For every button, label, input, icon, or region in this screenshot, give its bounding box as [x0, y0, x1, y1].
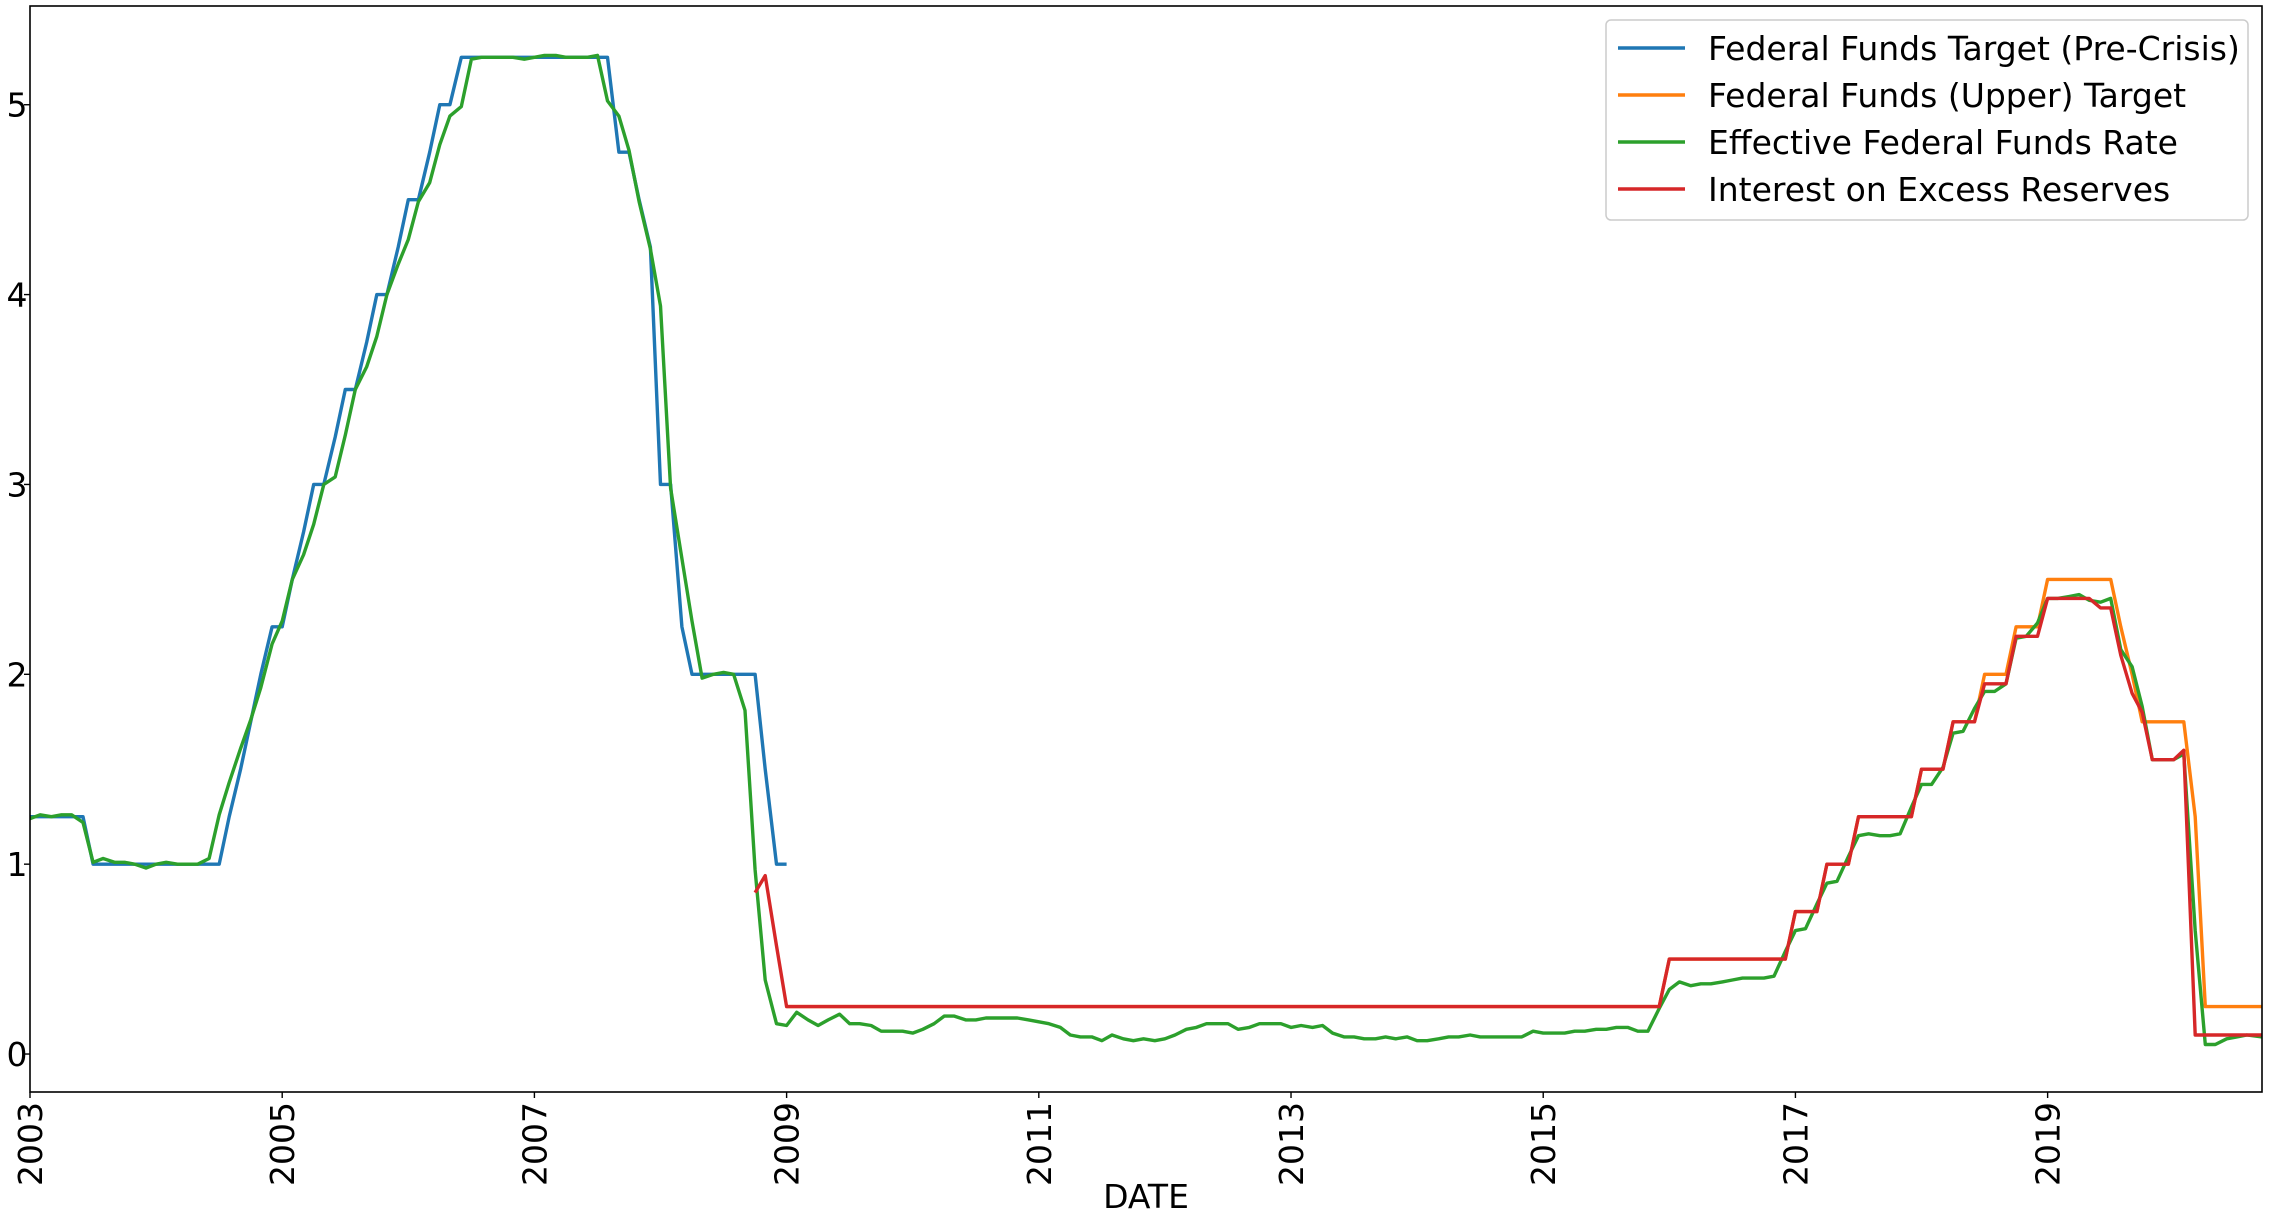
y-tick-label-2: 2: [7, 655, 28, 694]
legend-label-3: Interest on Excess Reserves: [1708, 170, 2170, 209]
x-tick-label-3: 2009: [768, 1102, 807, 1186]
series-line-0: [30, 55, 787, 866]
legend-box: [1605, 19, 2249, 221]
series-line-3: [753, 596, 2262, 1037]
x-axis: 2003 2005 2007 2009 2011 2013 2015 2017 2019: [11, 1092, 2068, 1186]
x-tick-label-7: 2017: [1776, 1102, 1815, 1186]
series-line-2: [29, 53, 2263, 1047]
y-tick-label-5: 5: [7, 86, 28, 125]
legend-label-1: Federal Funds (Upper) Target: [1708, 76, 2186, 115]
y-tick-label-4: 4: [7, 276, 28, 315]
x-tick-label-2: 2007: [515, 1102, 554, 1186]
x-tick-label-5: 2013: [1272, 1102, 1311, 1186]
series-layer: [29, 53, 2263, 1047]
legend: Federal Funds Target (Pre-Crisis) Federal…: [1605, 19, 2249, 221]
x-tick-label-1: 2005: [263, 1102, 302, 1186]
plot-frame: [29, 5, 2263, 1093]
legend-label-0: Federal Funds Target (Pre-Crisis): [1708, 29, 2240, 68]
series-line-1: [786, 577, 2262, 1009]
legend-label-2: Effective Federal Funds Rate: [1708, 123, 2178, 162]
y-tick-label-1: 1: [7, 845, 28, 884]
x-tick-label-8: 2019: [2029, 1102, 2068, 1186]
legend-entries: Federal Funds Target (Pre-Crisis) Federal…: [1618, 29, 2240, 209]
x-tick-label-0: 2003: [11, 1102, 50, 1186]
y-tick-label-0: 0: [7, 1035, 28, 1074]
x-tick-label-6: 2015: [1524, 1102, 1563, 1186]
y-tick-label-3: 3: [7, 465, 28, 504]
y-axis: 0 1 2 3 4 5: [7, 86, 30, 1074]
x-tick-label-4: 2011: [1020, 1102, 1059, 1186]
x-axis-title: DATE: [1103, 1177, 1189, 1216]
